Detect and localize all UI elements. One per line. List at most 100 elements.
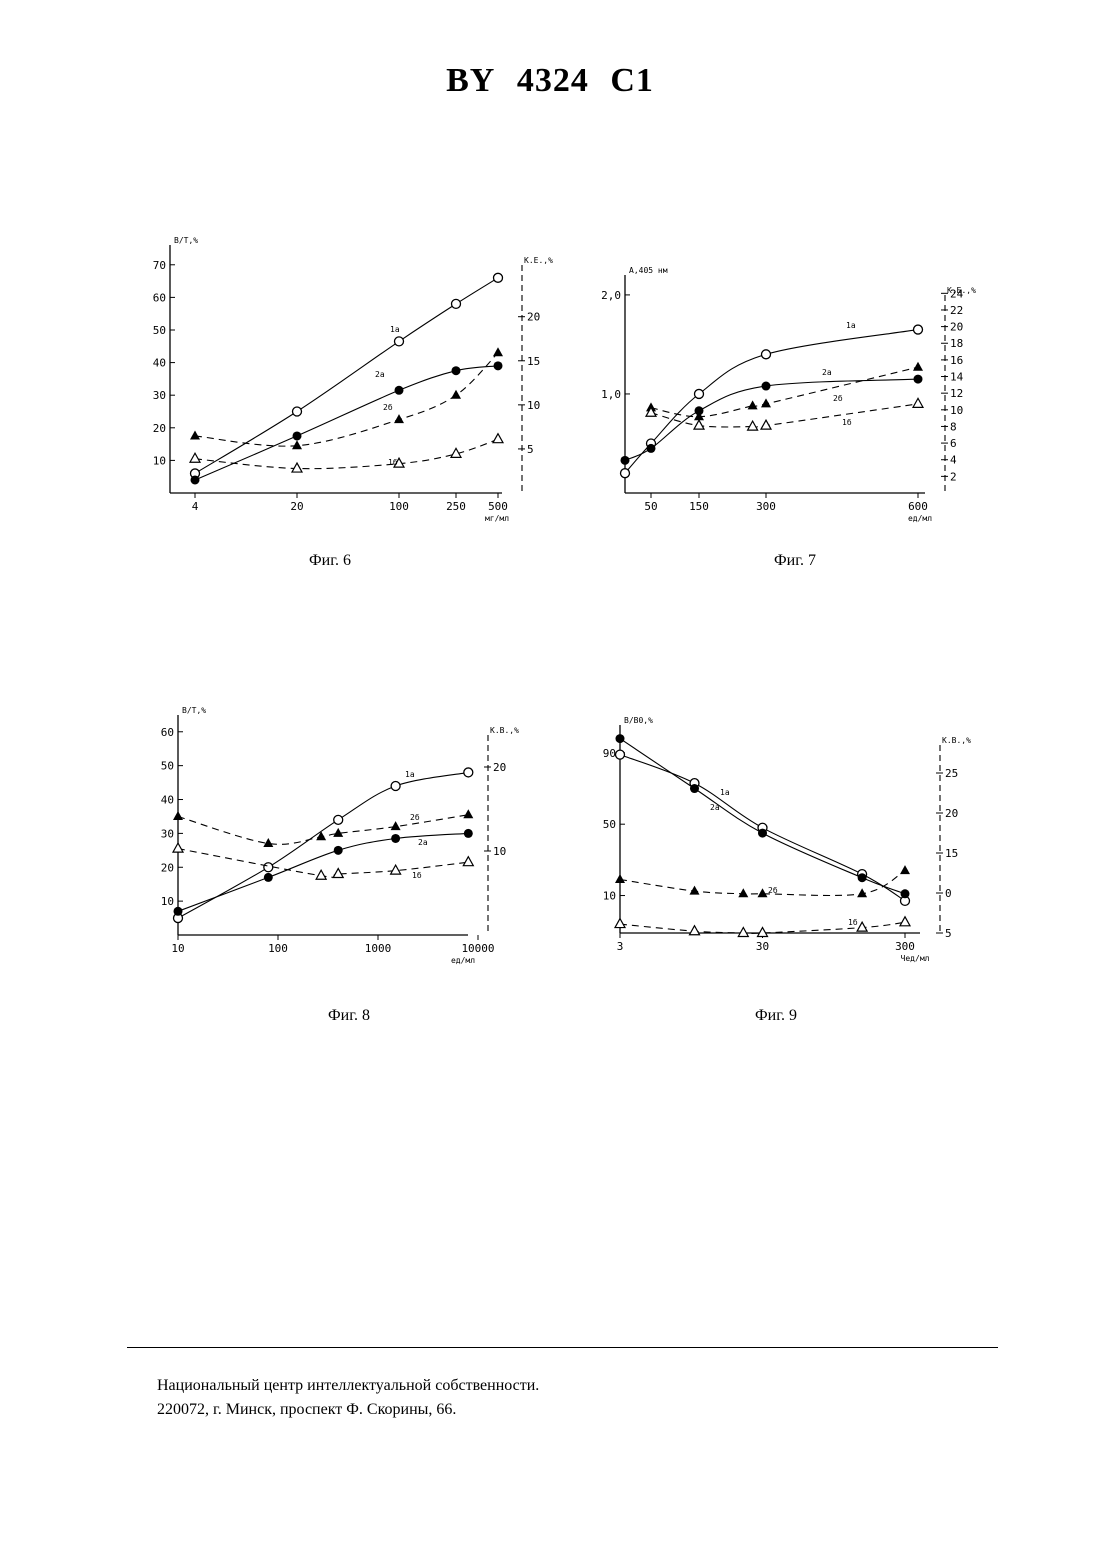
fig3-series-2-point-1 <box>690 886 700 895</box>
y-tick-label: 30 <box>153 389 166 402</box>
country-code: BY <box>446 62 495 99</box>
fig0-series-1-point-0 <box>191 475 200 484</box>
y-tick-label: 20 <box>153 422 166 435</box>
fig2-series-2-point-3 <box>333 828 343 837</box>
series-label-1a: 1a <box>390 325 400 334</box>
series-label-1б: 1б <box>842 417 852 427</box>
figure-6: B/T,%K.E.,%мг/мл102030405060705101520420… <box>150 240 570 540</box>
x-tick-label: 20 <box>290 500 303 513</box>
fig2-series-0-point-4 <box>464 768 473 777</box>
series-label-1a: 1a <box>720 788 730 797</box>
fig0-series-3-point-0 <box>190 453 200 462</box>
series-label-1б: 1б <box>412 870 422 880</box>
right-tick-label: 4 <box>950 454 957 467</box>
fig0-series-2-point-3 <box>451 390 461 399</box>
x-tick-label: 4 <box>192 500 199 513</box>
figure-7-caption: Фиг. 7 <box>695 552 895 570</box>
fig3-series-1-point-1 <box>690 784 699 793</box>
right-tick-label: 16 <box>950 354 963 367</box>
fig0-series-2-point-2 <box>394 414 404 423</box>
patent-number: 4324 <box>517 62 589 99</box>
fig2-series-0-point-3 <box>391 781 400 790</box>
fig0-series-0-point-2 <box>395 337 404 346</box>
series-label-1a: 1a <box>846 321 856 330</box>
series-label-2a: 2a <box>375 370 385 379</box>
x-tick-label: 1000 <box>365 942 392 955</box>
figure-9-caption: Фиг. 9 <box>676 1007 876 1025</box>
series-label-2б: 2б <box>833 393 843 403</box>
fig2-series-3-point-0 <box>173 843 183 852</box>
y-tick-label: 40 <box>161 794 174 807</box>
fig2-series-2-point-0 <box>173 811 183 820</box>
figure-8-chart: B/T,%K.B.,%ед/мл102030405060102010100100… <box>150 705 570 995</box>
series-label-2б: 2б <box>410 812 420 822</box>
x-tick-label: 30 <box>756 940 769 953</box>
series-line-1a <box>625 330 918 474</box>
x-tick-label: 50 <box>644 500 657 513</box>
series-label-2a: 2a <box>822 368 832 377</box>
x-unit-label: ед/мл <box>451 956 475 965</box>
right-tick-label: 14 <box>950 371 964 384</box>
figure-8: B/T,%K.B.,%ед/мл102030405060102010100100… <box>150 705 570 995</box>
fig3-series-2-point-2 <box>738 888 748 897</box>
right-tick-label: 15 <box>945 847 958 860</box>
right-tick-label: 22 <box>950 304 963 317</box>
fig3-series-1-point-3 <box>858 873 867 882</box>
fig0-series-3-point-4 <box>493 434 503 443</box>
fig2-series-1-point-2 <box>334 846 343 855</box>
y-tick-label: 10 <box>161 895 174 908</box>
right-tick-label: 25 <box>945 767 958 780</box>
fig0-series-0-point-1 <box>293 407 302 416</box>
fig3-series-2-point-0 <box>615 874 625 883</box>
fig2-series-0-point-2 <box>334 815 343 824</box>
right-tick-label: 10 <box>527 399 540 412</box>
right-tick-label: 5 <box>527 443 534 456</box>
fig3-series-1-point-2 <box>758 829 767 838</box>
right-axis-label: K.E.,% <box>524 256 553 265</box>
figure-9: B/B0,%K.B.,%Чед/мл105090501520253303001a… <box>585 705 1005 995</box>
fig0-series-0-point-3 <box>452 299 461 308</box>
fig2-series-1-point-0 <box>174 907 183 916</box>
right-tick-label: 20 <box>950 321 963 334</box>
y-tick-label: 10 <box>603 890 616 903</box>
y-tick-label: 40 <box>153 357 166 370</box>
fig1-series-3-point-2 <box>748 421 758 430</box>
right-tick-label: 20 <box>493 761 506 774</box>
right-tick-label: 8 <box>950 420 957 433</box>
fig3-series-3-point-3 <box>758 928 768 937</box>
right-axis-label: K.B.,% <box>490 726 519 735</box>
figure-6-chart: B/T,%K.E.,%мг/мл102030405060705101520420… <box>150 240 570 540</box>
fig0-series-1-point-1 <box>293 431 302 440</box>
fig1-series-0-point-3 <box>762 350 771 359</box>
fig2-series-1-point-4 <box>464 829 473 838</box>
fig2-series-1-point-3 <box>391 834 400 843</box>
publisher-name: Национальный центр интеллектуальной собс… <box>157 1374 539 1398</box>
x-tick-label: 250 <box>446 500 466 513</box>
y-tick-label: 10 <box>153 454 166 467</box>
fig3-series-3-point-1 <box>690 926 700 935</box>
fig0-series-1-point-2 <box>395 386 404 395</box>
publisher-footer: Национальный центр интеллектуальной собс… <box>157 1374 539 1422</box>
series-label-2a: 2a <box>418 838 428 847</box>
right-tick-label: 2 <box>950 470 957 483</box>
series-line-2a <box>625 379 918 460</box>
right-tick-label: 6 <box>950 437 957 450</box>
y-tick-label: 90 <box>603 747 616 760</box>
fig3-series-3-point-4 <box>857 922 867 931</box>
left-axis-label: B/T,% <box>174 236 198 245</box>
fig2-series-0-point-1 <box>264 863 273 872</box>
fig1-series-0-point-0 <box>621 469 630 478</box>
series-label-2a: 2a <box>710 803 720 812</box>
y-tick-label: 50 <box>153 324 166 337</box>
x-tick-label: 3 <box>617 940 624 953</box>
right-axis-label: K.B.,% <box>942 736 971 745</box>
figure-8-caption: Фиг. 8 <box>249 1007 449 1025</box>
fig1-series-0-point-2 <box>695 389 704 398</box>
y-tick-label: 50 <box>603 818 616 831</box>
series-label-1a: 1a <box>405 770 415 779</box>
series-line-2a <box>195 366 498 480</box>
fig2-series-2-point-5 <box>463 809 473 818</box>
right-tick-label: 10 <box>493 845 506 858</box>
x-tick-label: 10 <box>171 942 184 955</box>
fig2-series-3-point-3 <box>391 865 401 874</box>
